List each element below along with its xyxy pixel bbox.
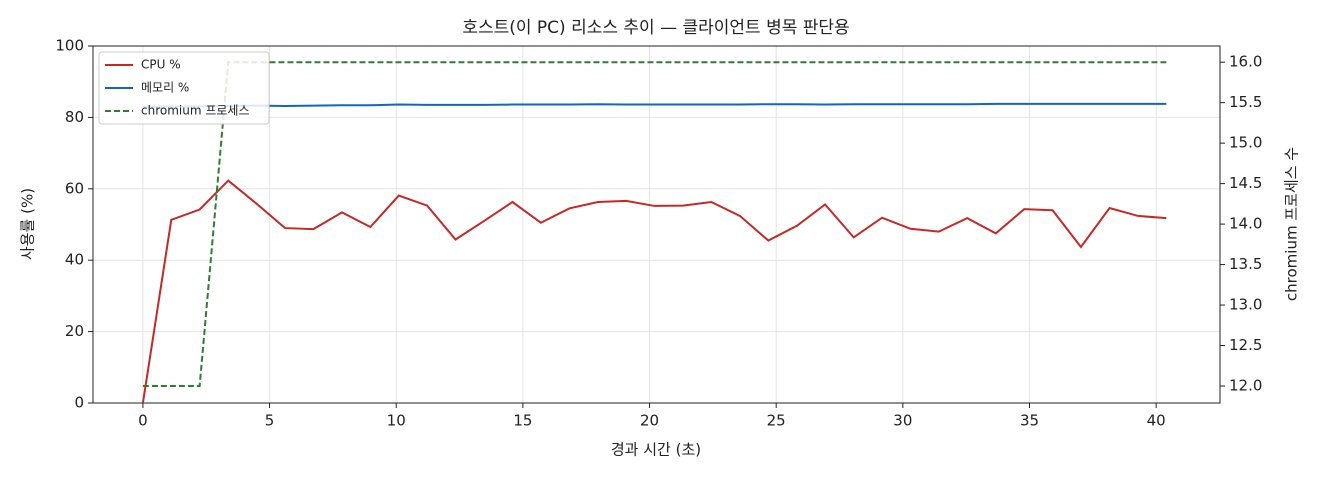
x-axis-label: 경과 시간 (초) <box>611 441 701 459</box>
y-tick-label: 100 <box>55 37 84 55</box>
y2-axis-label: chromium 프로세스 수 <box>1283 147 1301 301</box>
legend-label: 메모리 % <box>141 81 189 95</box>
y2-tick-label: 13.0 <box>1229 296 1262 314</box>
y-tick-label: 20 <box>65 322 84 340</box>
y-tick-label: 80 <box>65 108 84 126</box>
y2-tick-label: 12.5 <box>1229 336 1262 354</box>
y-tick-label: 60 <box>65 179 84 197</box>
plot-frame <box>92 45 1221 404</box>
y2-tick-label: 14.0 <box>1229 215 1262 233</box>
legend: CPU % 메모리 % chromium 프로세스 <box>98 51 270 125</box>
y2-tick-label: 16.0 <box>1229 53 1262 71</box>
y-tick-label: 40 <box>65 251 84 269</box>
x-tick-label: 35 <box>1020 412 1039 430</box>
y2-tick-label: 15.5 <box>1229 93 1262 111</box>
legend-box <box>98 51 270 125</box>
x-tick-label: 0 <box>138 412 148 430</box>
y2-tick-label: 15.0 <box>1229 134 1262 152</box>
series-line <box>141 179 1167 404</box>
y2-tick-label: 14.5 <box>1229 174 1262 192</box>
y2-tick-label: 12.0 <box>1229 377 1262 395</box>
y-axis-label: 사용률 (%) <box>19 188 37 260</box>
series-line <box>142 61 1167 387</box>
x-tick-label: 25 <box>767 412 786 430</box>
x-tick-label: 20 <box>640 412 659 430</box>
legend-label: CPU % <box>141 58 181 72</box>
x-tick-label: 15 <box>513 412 532 430</box>
y2-tick-label: 13.5 <box>1229 255 1262 273</box>
x-tick-label: 30 <box>893 412 912 430</box>
series-line <box>142 102 1167 108</box>
y-tick-label: 0 <box>74 394 84 412</box>
x-tick-label: 5 <box>265 412 275 430</box>
legend-label: chromium 프로세스 <box>141 104 250 118</box>
x-tick-label: 10 <box>387 412 406 430</box>
chart-title: 호스트(이 PC) 리소스 추이 — 클라이언트 병목 판단용 <box>462 18 849 38</box>
x-tick-label: 40 <box>1147 412 1166 430</box>
